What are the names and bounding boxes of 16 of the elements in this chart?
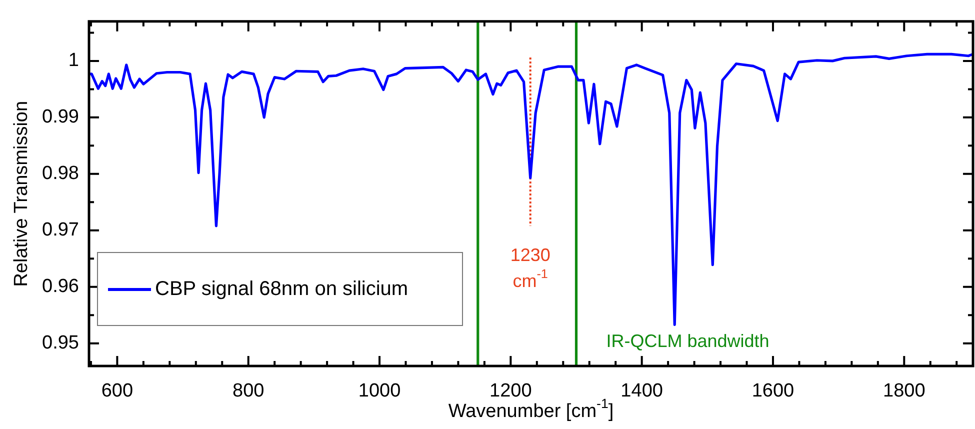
y-tick-label: 0.97 bbox=[42, 220, 79, 241]
x-tick-label: 600 bbox=[101, 380, 134, 402]
y-axis-title: Relative Transmission bbox=[11, 100, 32, 287]
x-tick-label: 1600 bbox=[752, 380, 794, 402]
y-tick-label: 1 bbox=[68, 50, 79, 72]
y-tick-label: 0.96 bbox=[42, 276, 79, 298]
legend-label: CBP signal 68nm on silicium bbox=[155, 278, 408, 301]
annotation: IR-QCLM bandwidth bbox=[606, 330, 770, 351]
y-tick-label: 0.98 bbox=[42, 163, 79, 184]
y-tick-label: 0.95 bbox=[42, 332, 79, 354]
x-tick-label: 1200 bbox=[490, 380, 532, 402]
x-tick-label: 800 bbox=[232, 380, 264, 402]
x-tick-label: 1800 bbox=[883, 380, 926, 402]
y-tick-label: 0.99 bbox=[42, 106, 79, 128]
x-tick-label: 1400 bbox=[620, 380, 663, 402]
x-tick-label: 1000 bbox=[358, 380, 401, 402]
